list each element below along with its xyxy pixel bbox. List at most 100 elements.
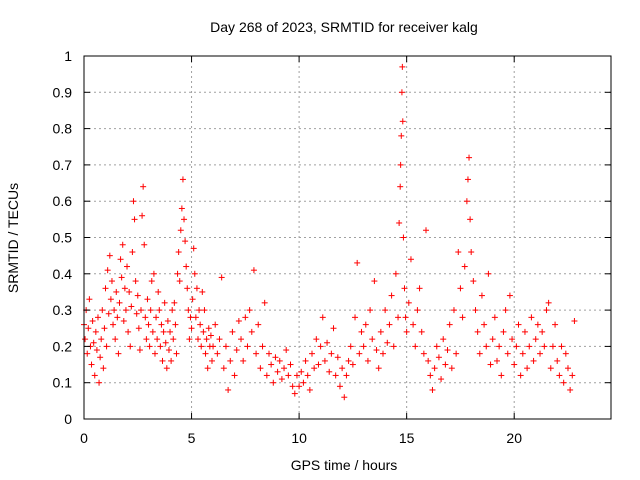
data-point	[102, 285, 109, 292]
data-point	[184, 285, 191, 292]
data-point	[418, 328, 425, 335]
data-point	[139, 212, 146, 219]
data-point	[386, 321, 393, 328]
data-point	[562, 350, 569, 357]
data-point	[446, 321, 453, 328]
data-point	[410, 321, 417, 328]
data-point	[300, 379, 307, 386]
data-point	[506, 292, 513, 299]
data-point	[457, 285, 464, 292]
data-point	[545, 299, 552, 306]
data-point	[148, 278, 155, 285]
data-point	[178, 205, 185, 212]
data-point	[255, 321, 262, 328]
data-point	[509, 336, 516, 343]
data-point	[214, 350, 221, 357]
x-tick-label: 15	[399, 430, 415, 446]
data-point	[176, 278, 183, 285]
data-point	[135, 325, 142, 332]
data-point	[116, 299, 123, 306]
data-point	[253, 350, 260, 357]
data-point	[98, 336, 105, 343]
data-point	[547, 365, 554, 372]
data-point	[200, 328, 207, 335]
data-point	[326, 368, 333, 375]
data-point	[347, 343, 354, 350]
data-point	[104, 267, 111, 274]
data-point	[399, 63, 406, 70]
data-point	[157, 343, 164, 350]
data-point	[205, 325, 212, 332]
y-tick-label: 0.1	[53, 375, 73, 391]
data-point	[170, 336, 177, 343]
data-point	[564, 365, 571, 372]
data-point	[429, 386, 436, 393]
data-point	[187, 314, 194, 321]
data-point	[317, 343, 324, 350]
data-point	[231, 372, 238, 379]
data-point	[296, 383, 303, 390]
data-point	[319, 314, 326, 321]
data-point	[113, 288, 120, 295]
data-point	[468, 249, 475, 256]
data-point	[155, 288, 162, 295]
data-point	[530, 357, 537, 364]
y-tick-label: 1	[64, 48, 72, 64]
data-point	[384, 339, 391, 346]
data-point	[141, 241, 148, 248]
x-axis-label: GPS time / hours	[291, 457, 398, 473]
data-point	[140, 183, 147, 190]
data-point	[171, 299, 178, 306]
data-point	[425, 357, 432, 364]
data-point	[467, 216, 474, 223]
data-point	[133, 310, 140, 317]
data-point	[112, 336, 119, 343]
data-point	[453, 350, 460, 357]
data-point	[107, 296, 114, 303]
data-point	[276, 357, 283, 364]
y-tick-label: 0.4	[53, 266, 73, 282]
data-point	[440, 336, 447, 343]
data-point	[423, 227, 430, 234]
data-point	[339, 365, 346, 372]
x-tick-label: 0	[80, 430, 88, 446]
data-point	[537, 350, 544, 357]
data-point	[405, 299, 412, 306]
data-point	[304, 372, 311, 379]
data-point	[185, 307, 192, 314]
data-point	[324, 339, 331, 346]
data-point	[285, 372, 292, 379]
data-point	[444, 347, 451, 354]
data-point	[111, 307, 118, 314]
data-point	[371, 278, 378, 285]
data-point	[397, 183, 404, 190]
data-point	[455, 249, 462, 256]
data-point	[399, 118, 406, 125]
data-point	[190, 245, 197, 252]
data-point	[90, 339, 97, 346]
data-point	[382, 307, 389, 314]
data-point	[311, 365, 318, 372]
data-point	[88, 361, 95, 368]
data-point	[343, 372, 350, 379]
data-point	[373, 347, 380, 354]
data-point	[121, 285, 128, 292]
data-point	[278, 376, 285, 383]
data-point	[89, 317, 96, 324]
data-point	[168, 357, 175, 364]
data-point	[435, 354, 442, 361]
data-point	[412, 343, 419, 350]
data-point	[212, 321, 219, 328]
data-point	[164, 317, 171, 324]
data-point	[336, 383, 343, 390]
data-point	[398, 89, 405, 96]
data-point	[191, 270, 198, 277]
data-point	[225, 386, 232, 393]
data-point	[500, 328, 507, 335]
data-point	[227, 357, 234, 364]
data-point	[183, 263, 190, 270]
data-point	[396, 219, 403, 226]
data-point	[84, 350, 91, 357]
data-point	[246, 307, 253, 314]
data-point	[110, 321, 117, 328]
